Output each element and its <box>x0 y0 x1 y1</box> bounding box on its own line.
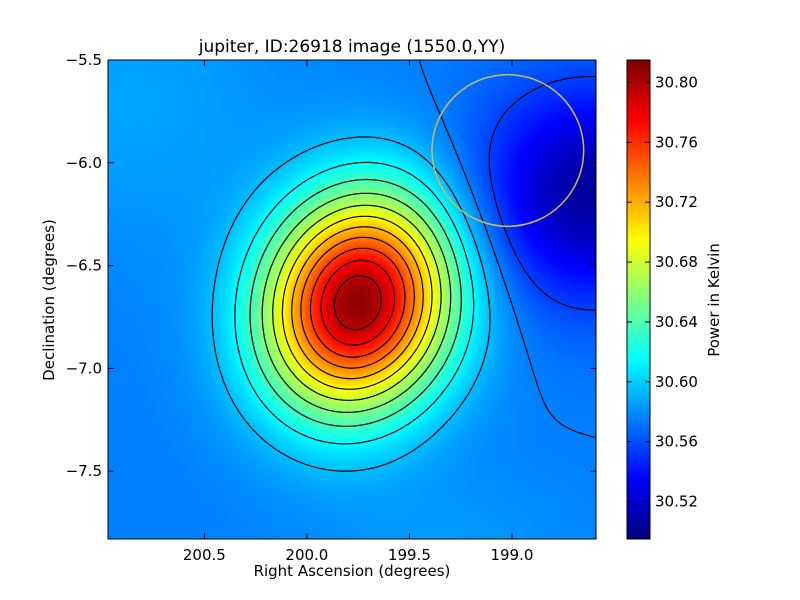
x-axis: 200.5 200.0 199.5 199.0 <box>183 60 533 564</box>
contour-line <box>488 75 596 311</box>
colorbar-tick-label: 30.80 <box>655 73 698 91</box>
contour-line <box>249 178 462 427</box>
y-tick-label: −6.0 <box>66 154 102 172</box>
colorbar-label: Power in Kelvin <box>705 243 723 357</box>
contour-line <box>211 136 491 472</box>
plot-area <box>108 60 596 539</box>
contour-line <box>300 236 415 369</box>
contour-line <box>418 60 596 438</box>
colorbar-tick-label: 30.52 <box>655 493 698 511</box>
x-axis-label: Right Ascension (degrees) <box>254 562 451 580</box>
x-tick-label: 199.5 <box>388 546 431 564</box>
colorbar-tick-label: 30.68 <box>655 253 698 271</box>
colorbar-frame <box>626 59 651 540</box>
colorbar-gradient <box>627 60 650 539</box>
x-tick-label: 200.0 <box>285 546 328 564</box>
contour-line <box>320 259 396 346</box>
contour-line <box>309 247 406 358</box>
contour-line <box>272 204 442 401</box>
colorbar-tick-label: 30.56 <box>655 433 698 451</box>
y-axis: −7.5 −7.0 −6.5 −6.0 −5.5 <box>66 51 596 480</box>
heatmap-image <box>108 60 596 539</box>
y-tick-label: −5.5 <box>66 51 102 69</box>
x-tick-label: 199.0 <box>490 546 533 564</box>
colorbar-tick-label: 30.76 <box>655 133 698 151</box>
plot-frame <box>107 59 597 540</box>
colorbar-tick-label: 30.64 <box>655 313 698 331</box>
colorbar: 30.52 30.56 30.60 30.64 30.68 30.72 30.76 30.80 <box>626 59 698 540</box>
colorbar-ticks: 30.52 30.56 30.60 30.64 30.68 30.72 30.76 30.80 <box>627 73 698 511</box>
contour-line <box>234 161 475 445</box>
x-tick-label: 200.5 <box>183 546 226 564</box>
contour-line <box>291 226 424 380</box>
contour-line <box>281 215 433 390</box>
contour-line <box>261 192 452 413</box>
colorbar-tick-label: 30.60 <box>655 373 698 391</box>
y-tick-label: −7.5 <box>66 462 102 480</box>
beam-circle <box>431 73 585 228</box>
y-tick-label: −7.0 <box>66 359 102 377</box>
colorbar-tick-label: 30.72 <box>655 193 698 211</box>
y-axis-label: Declination (degrees) <box>40 219 58 381</box>
y-tick-label: −6.5 <box>66 257 102 275</box>
chart-title: jupiter, ID:26918 image (1550.0,YY) <box>198 37 506 57</box>
contour-line <box>333 275 382 331</box>
contour-lines <box>211 60 596 472</box>
